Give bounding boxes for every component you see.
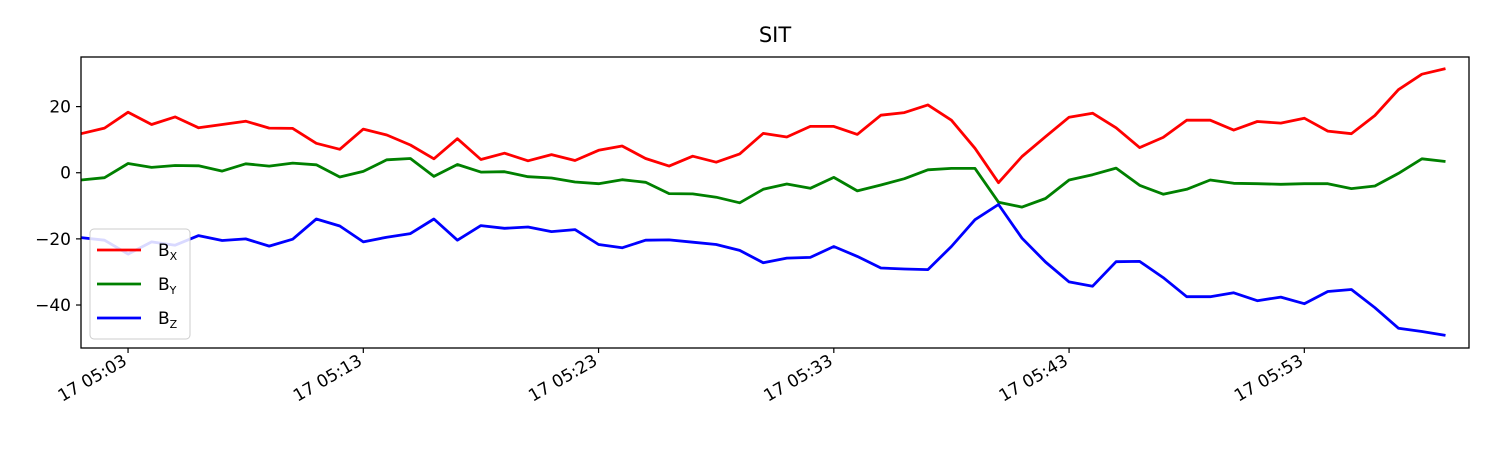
y-tick-label: −40 [35,296,71,316]
chart-title: SIT [759,23,792,47]
y-tick-label: −20 [35,230,71,250]
x-tick-label: 17 05:03 [55,351,131,406]
x-tick-label: 17 05:53 [1231,351,1307,406]
legend-label-bz: BZ [158,309,178,331]
x-tick-label: 17 05:33 [760,351,836,406]
series-line-bx [80,67,1446,185]
legend: BX BY BZ [89,228,191,340]
plot-frame [80,56,1470,349]
series-line-bz [80,203,1446,337]
y-tick-label: 0 [60,164,71,184]
y-tick-label: 20 [49,98,71,118]
y-axis: 20 0 −20 −40 [35,98,81,316]
legend-label-by: BY [158,275,177,297]
series-line-by [80,157,1446,209]
x-axis: 17 05:03 17 05:13 17 05:23 17 05:33 17 05:43… [55,348,1307,406]
x-tick-label: 17 05:43 [996,351,1072,406]
x-tick-label: 17 05:23 [525,351,601,406]
x-tick-label: 17 05:13 [290,351,366,406]
series-layer [80,67,1446,337]
legend-label-bx: BX [158,241,178,263]
